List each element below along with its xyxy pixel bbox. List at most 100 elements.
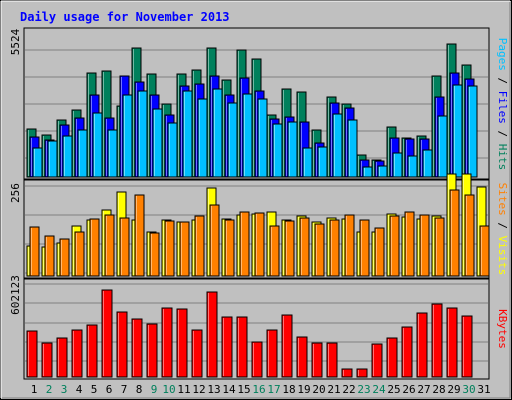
sites-bar-day-10 (164, 220, 175, 277)
kbytes-bar-day-29 (446, 307, 458, 378)
pages-bar-day-9 (152, 108, 163, 178)
day-label-1: 1 (31, 383, 38, 396)
sites-bar-day-17 (269, 225, 280, 277)
sites-bar-day-14 (224, 219, 235, 277)
kbytes-bar-day-26 (401, 326, 413, 378)
pages-bar-day-12 (197, 98, 208, 178)
kbytes-bar-day-8 (131, 318, 143, 378)
pages-bar-day-16 (257, 98, 268, 178)
day-label-23: 23 (357, 383, 370, 396)
day-label-24: 24 (372, 383, 386, 396)
pages-bar-day-6 (107, 129, 118, 178)
legend-sites: Sites (496, 183, 509, 216)
kbytes-bar-day-25 (386, 337, 398, 378)
pages-bar-day-28 (437, 115, 448, 178)
sites-bar-day-23 (359, 219, 370, 277)
pages-bar-day-7 (122, 94, 133, 178)
pages-bar-day-29 (452, 84, 463, 178)
kbytes-bar-day-20 (311, 342, 323, 378)
sites-bar-day-12 (194, 215, 205, 277)
day-axis-labels: 1 2 3 4 5 6 7 8 9 10 11 12 13 14 15 16 17 18 19 20 21 22 23 24 2… (31, 383, 491, 396)
legend-kbytes: KBytes (496, 309, 509, 349)
day-label-11: 11 (177, 383, 190, 396)
kbytes-bar-day-10 (161, 307, 173, 378)
pages-bar-day-26 (407, 155, 418, 178)
sites-bar-day-29 (449, 189, 460, 277)
day-label-17: 17 (267, 383, 280, 396)
day-label-30: 30 (462, 383, 475, 396)
kbytes-bar-day-7 (116, 311, 128, 378)
kbytes-bar-day-18 (281, 314, 293, 378)
pages-bar-day-2 (47, 140, 58, 178)
hits-panel-right-legend: Pages / Files / Hits (496, 38, 509, 171)
pages-bar-day-22 (347, 119, 358, 178)
day-label-10: 10 (162, 383, 175, 396)
day-label-29: 29 (447, 383, 460, 396)
sites-bar-day-11 (179, 221, 190, 277)
day-label-2: 2 (46, 383, 53, 396)
legend-files: Files (496, 91, 509, 124)
pages-bar-day-17 (272, 123, 283, 178)
pages-bar-day-13 (212, 88, 223, 178)
kbytes-bar-day-3 (56, 337, 68, 378)
hits-panel-ymax-label: 5524 (9, 28, 22, 55)
kbytes-bar-day-16 (251, 341, 263, 378)
kbytes-bar-day-28 (431, 303, 443, 378)
pages-bar-day-5 (92, 112, 103, 178)
pages-bar-day-1 (32, 147, 43, 178)
sites-bar-day-19 (299, 217, 310, 277)
day-label-9: 9 (151, 383, 158, 396)
pages-bar-day-15 (242, 93, 253, 178)
kbytes-bar-day-4 (71, 329, 83, 378)
kbytes-bar-day-15 (236, 316, 248, 378)
sites-bar-day-16 (254, 212, 265, 277)
day-label-5: 5 (91, 383, 98, 396)
day-label-4: 4 (76, 383, 83, 396)
sites-bar-day-21 (329, 219, 340, 277)
svg-text:Sites / Visits: Sites / Visits (496, 183, 509, 276)
pages-bar-day-21 (332, 113, 343, 178)
visits-panel-bars (26, 173, 490, 277)
kbytes-bar-day-11 (176, 308, 188, 378)
day-label-15: 15 (237, 383, 250, 396)
sites-bar-day-9 (149, 232, 160, 277)
pages-bar-day-8 (137, 90, 148, 178)
kbytes-bar-day-23 (356, 368, 368, 378)
kbytes-bar-day-12 (191, 329, 203, 378)
pages-bar-day-27 (422, 149, 433, 178)
pages-bar-day-19 (302, 147, 313, 178)
sites-bar-day-13 (209, 204, 220, 277)
day-label-25: 25 (387, 383, 400, 396)
sites-bar-day-4 (74, 231, 85, 277)
kbytes-bar-day-9 (146, 323, 158, 378)
hits-panel-bars (26, 43, 478, 178)
kbytes-bar-day-1 (26, 330, 38, 378)
day-label-26: 26 (402, 383, 415, 396)
pages-bar-day-3 (62, 135, 73, 178)
sites-bar-day-5 (89, 218, 100, 277)
day-label-7: 7 (121, 383, 128, 396)
day-label-28: 28 (432, 383, 445, 396)
visits-sites-panel: 256 Sites / Visits (9, 173, 509, 279)
day-label-27: 27 (417, 383, 430, 396)
hits-files-pages-panel: 5524 Pages / Files / Hits (9, 27, 509, 180)
chart-title: Daily usage for November 2013 (20, 10, 230, 24)
visits-panel-ymax-label: 256 (9, 183, 22, 203)
sites-bar-day-7 (119, 217, 130, 277)
pages-bar-day-11 (182, 90, 193, 178)
kbytes-bar-day-22 (341, 368, 353, 378)
sites-bar-day-24 (374, 227, 385, 277)
day-label-8: 8 (136, 383, 143, 396)
sites-bar-day-2 (44, 235, 55, 277)
sites-bar-day-22 (344, 214, 355, 277)
sites-bar-day-8 (134, 194, 145, 277)
kbytes-bar-day-2 (41, 342, 53, 378)
sites-bar-day-6 (104, 214, 115, 277)
sites-bar-day-26 (404, 211, 415, 277)
pages-bar-day-18 (287, 121, 298, 178)
kbytes-bar-day-21 (326, 342, 338, 378)
sites-bar-day-30 (464, 194, 475, 277)
pages-bar-day-23 (362, 166, 373, 178)
pages-bar-day-25 (392, 152, 403, 178)
